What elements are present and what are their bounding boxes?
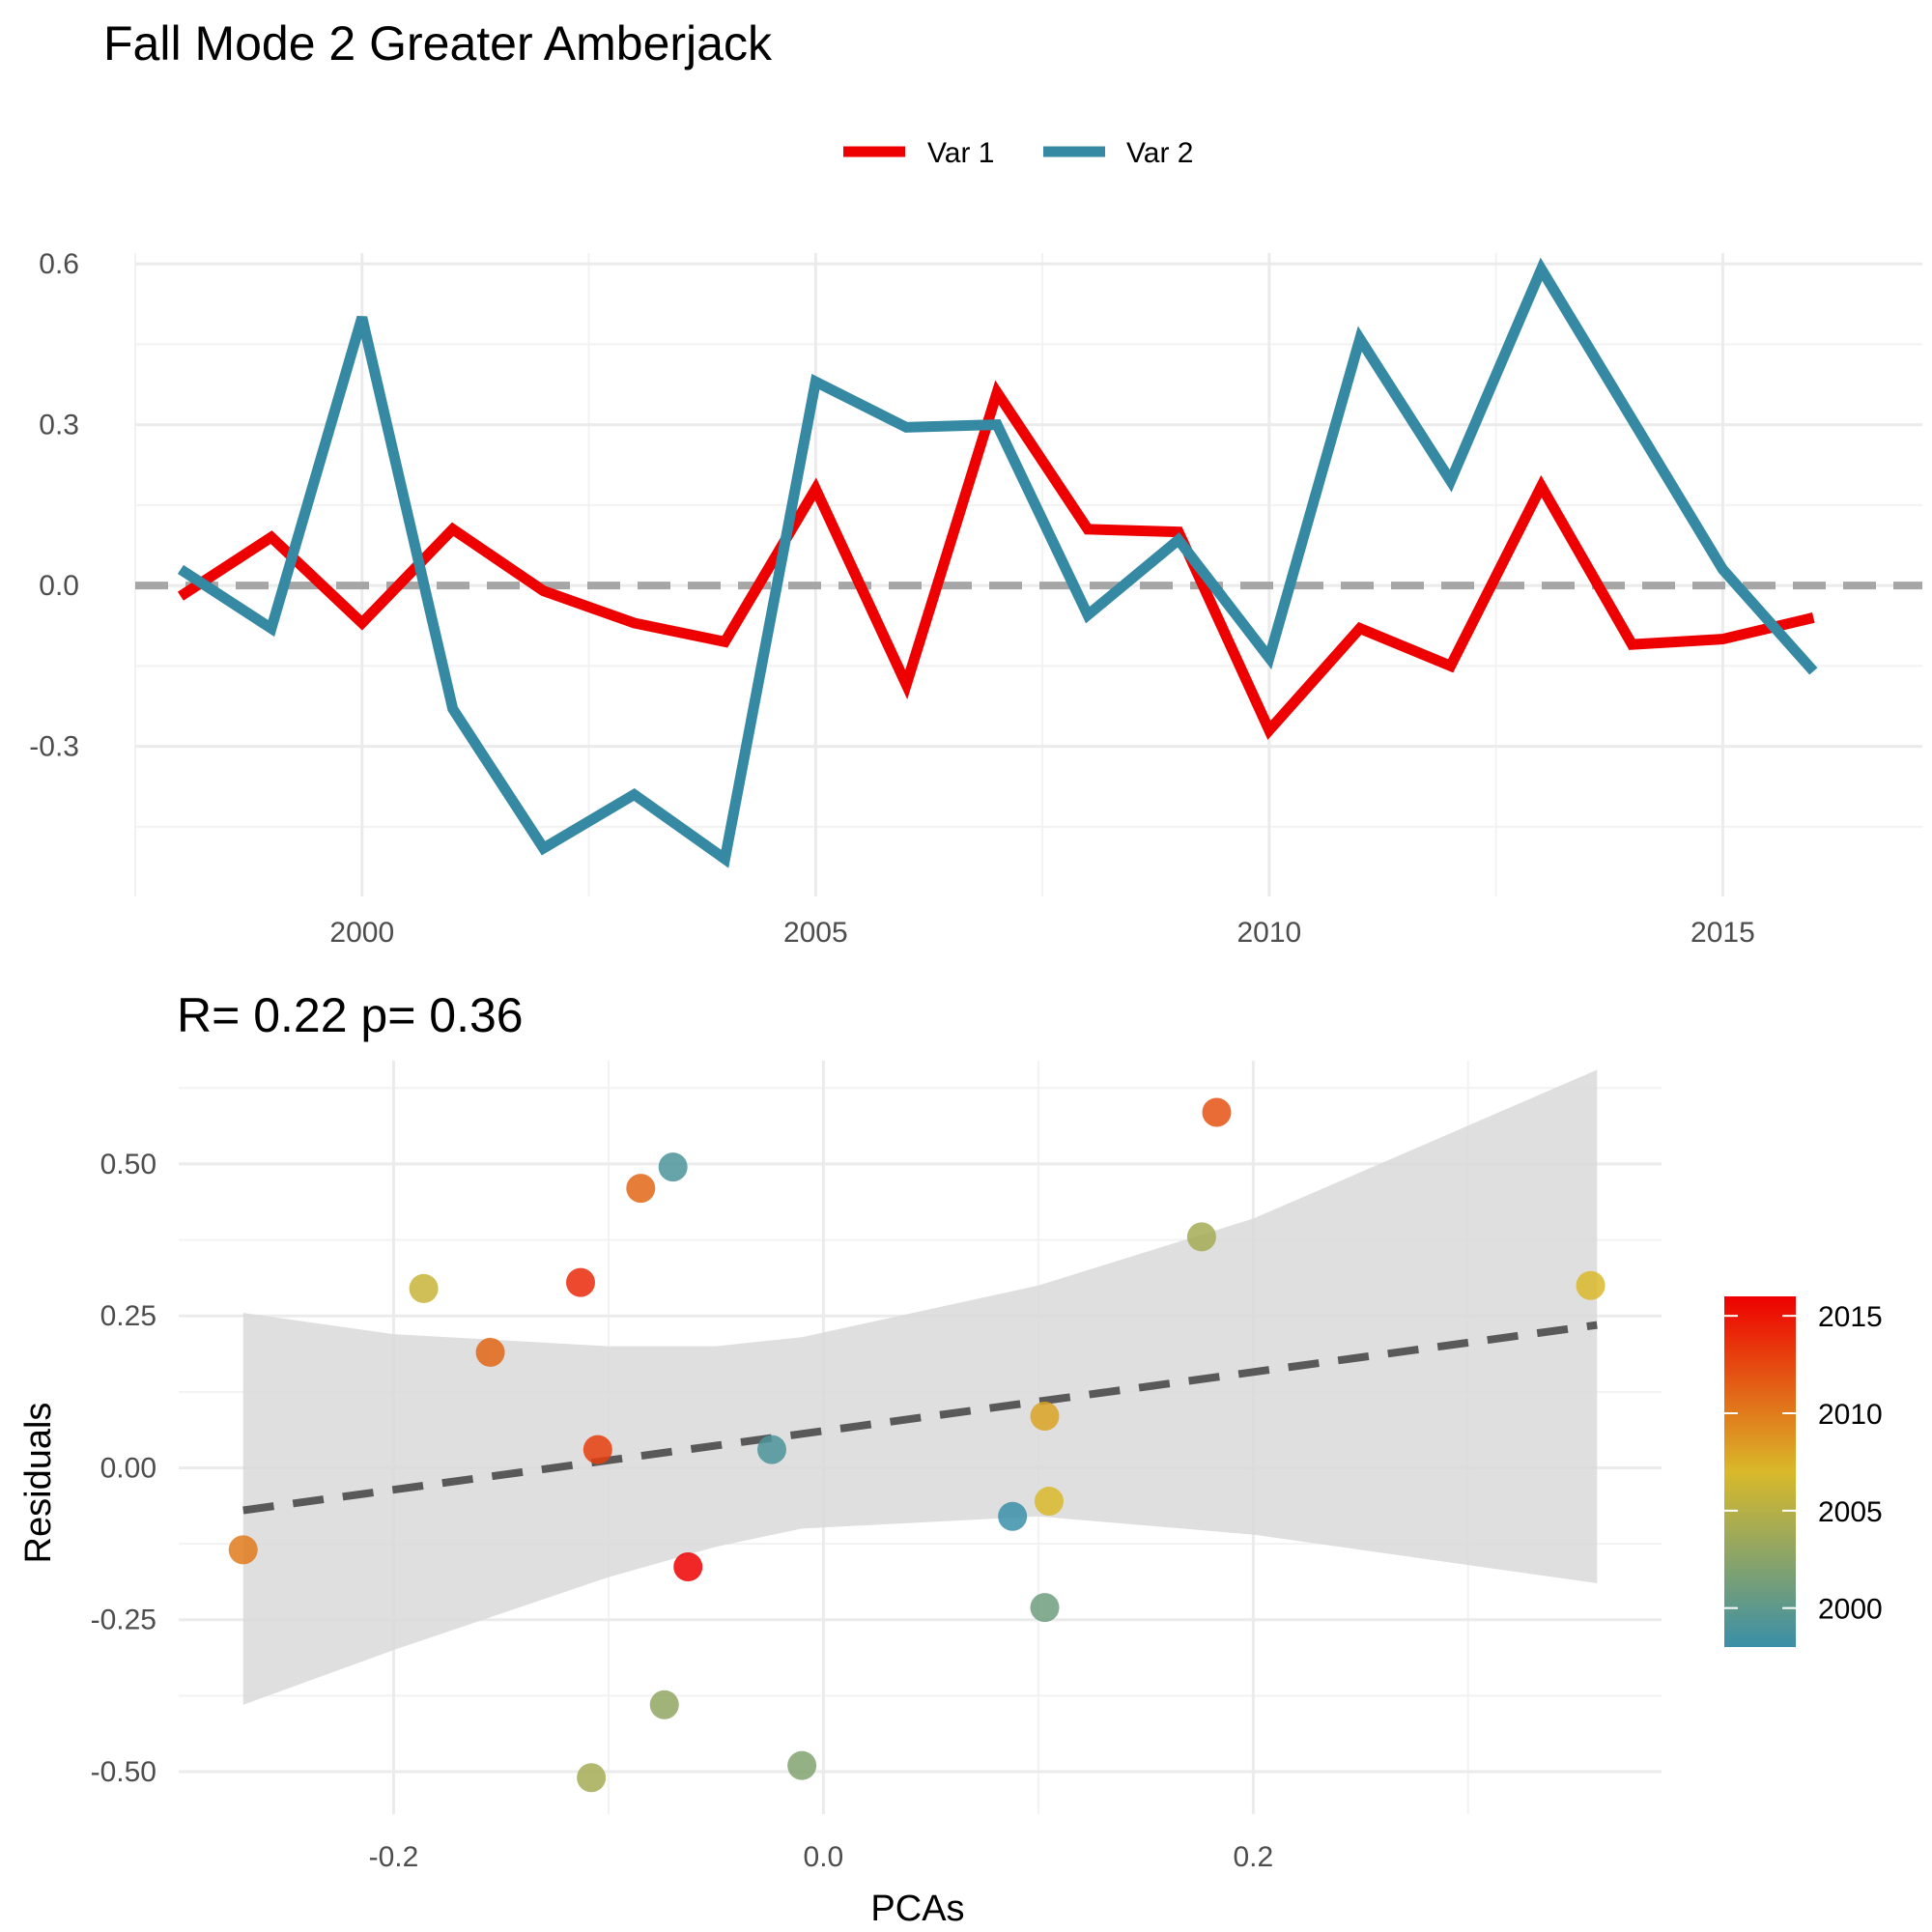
- scatter-chart: R= 0.22 p= 0.36 -0.2 0.0 0.2 -0.50 -0.25 0.0…: [18, 988, 1883, 1929]
- colorbar-label: 2010: [1818, 1399, 1883, 1431]
- time-series-lines: [177, 257, 1818, 868]
- scatter-point: [566, 1267, 596, 1297]
- legend-label-var-2: Var 2: [1126, 137, 1193, 169]
- scatter-point: [787, 1750, 817, 1780]
- x-tick-label: 0.0: [804, 1841, 844, 1873]
- scatter-point: [998, 1501, 1028, 1531]
- scatter-point: [626, 1174, 656, 1204]
- y-tick-label: 0.6: [39, 248, 79, 280]
- time-series-y-tick-labels: -0.3 0.0 0.3 0.6: [29, 248, 79, 763]
- y-tick-label: 0.3: [39, 410, 79, 441]
- scatter-point: [673, 1551, 703, 1581]
- scatter-point: [475, 1337, 505, 1367]
- y-tick-label: 0.50: [100, 1149, 156, 1180]
- x-tick-label: -0.2: [369, 1841, 419, 1873]
- x-tick-label: 2000: [329, 917, 394, 949]
- scatter-point: [577, 1763, 607, 1793]
- scatter-point: [1186, 1222, 1216, 1252]
- colorbar-label: 2005: [1818, 1496, 1883, 1528]
- y-tick-label: 0.25: [100, 1300, 156, 1332]
- figure-title: Fall Mode 2 Greater Amberjack: [103, 16, 773, 71]
- confidence-band: [242, 1069, 1598, 1705]
- colorbar-gradient: [1724, 1296, 1796, 1647]
- scatter-point: [757, 1435, 786, 1464]
- x-tick-label: 0.2: [1233, 1841, 1273, 1873]
- y-tick-label: -0.50: [91, 1756, 156, 1788]
- y-tick-label: 0.0: [39, 570, 79, 602]
- y-tick-label: 0.00: [100, 1452, 156, 1484]
- scatter-point: [1030, 1401, 1060, 1431]
- scatter-point: [582, 1435, 612, 1464]
- regression-fit-line: [242, 1321, 1598, 1515]
- y-tick-label: -0.25: [91, 1605, 156, 1636]
- scatter-point: [649, 1690, 679, 1719]
- scatter-x-axis-title: PCAs: [870, 1889, 964, 1929]
- year-colorbar-legend: 2000 2005 2010 2015: [1724, 1296, 1883, 1647]
- colorbar-label: 2015: [1818, 1301, 1883, 1333]
- scatter-x-tick-labels: -0.2 0.0 0.2: [369, 1841, 1274, 1873]
- scatter-point: [409, 1273, 439, 1303]
- legend-label-var-1: Var 1: [927, 137, 994, 169]
- time-series-x-tick-labels: 2000 2005 2010 2015: [329, 917, 1754, 949]
- scatter-point: [228, 1535, 258, 1565]
- x-tick-label: 2005: [783, 917, 848, 949]
- scatter-y-tick-labels: -0.50 -0.25 0.00 0.25 0.50: [91, 1149, 156, 1788]
- scatter-point: [1576, 1270, 1605, 1300]
- scatter-point: [1202, 1097, 1232, 1127]
- scatter-y-axis-title: Residuals: [18, 1403, 59, 1564]
- scatter-point: [658, 1152, 688, 1182]
- scatter-chart-title: R= 0.22 p= 0.36: [177, 988, 524, 1042]
- time-series-chart: Var 1 Var 2 2000 2005 2010 2015 -0.3 0.0 0.3 0.…: [29, 137, 1922, 949]
- scatter-point: [1030, 1593, 1060, 1623]
- scatter-point: [1034, 1487, 1064, 1517]
- series-line-var-1: [177, 380, 1815, 740]
- confidence-band-area: [242, 1069, 1598, 1705]
- y-tick-label: -0.3: [29, 731, 79, 763]
- series-line-var-2: [177, 257, 1818, 868]
- fit-dashed-line: [242, 1321, 1598, 1515]
- colorbar-label: 2000: [1818, 1594, 1883, 1626]
- x-tick-label: 2015: [1690, 917, 1755, 949]
- x-tick-label: 2010: [1236, 917, 1301, 949]
- scatter-points: [228, 1097, 1605, 1793]
- time-series-legend: Var 1 Var 2: [843, 137, 1193, 169]
